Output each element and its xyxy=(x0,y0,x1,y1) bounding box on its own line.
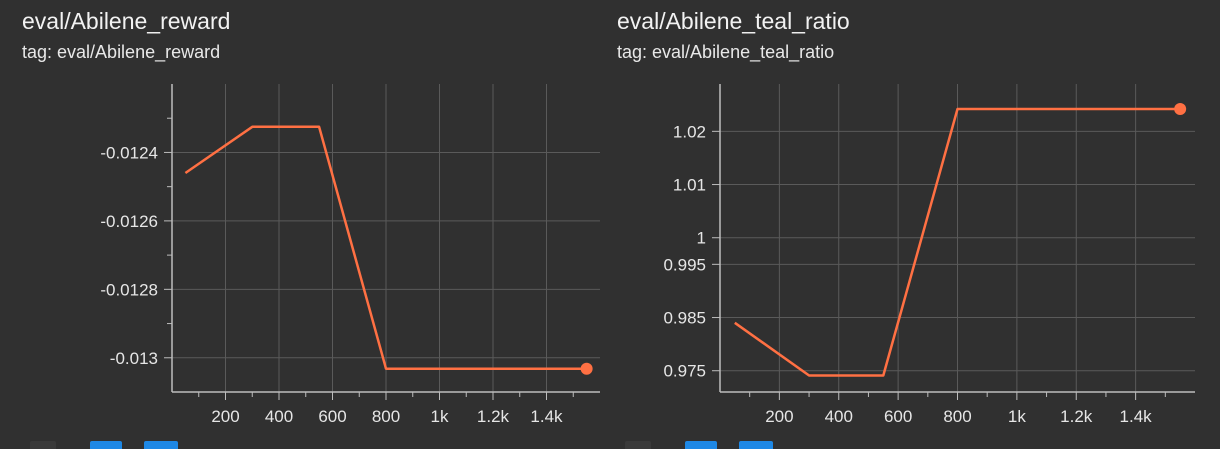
y-tick-label: 1.02 xyxy=(673,122,706,141)
x-tick-label: 400 xyxy=(825,407,853,426)
y-tick-label: -0.0126 xyxy=(100,212,158,231)
series-last-point[interactable] xyxy=(1174,103,1187,116)
line-chart-teal-ratio[interactable]: 200 400 600 800 1k 1.2k 1.4k 1.02 1.01 1 0.995 0.98… xyxy=(605,0,1220,449)
y-tick-label: 1 xyxy=(697,229,706,248)
fullscreen-button[interactable] xyxy=(30,441,56,449)
card-title: eval/Abilene_teal_ratio xyxy=(617,8,850,34)
y-tick-label: 1.01 xyxy=(673,176,706,195)
card-tag: tag: eval/Abilene_teal_ratio xyxy=(617,42,835,62)
x-tick-label: 400 xyxy=(265,407,293,426)
y-tick-label: 0.985 xyxy=(663,309,706,328)
x-tick-label: 1.2k xyxy=(477,407,510,426)
x-tick-label: 1.4k xyxy=(1120,407,1153,426)
y-tick-label: 0.995 xyxy=(663,255,706,274)
chart-toolbar xyxy=(30,441,190,449)
x-tick-label: 800 xyxy=(943,407,971,426)
series-last-point[interactable] xyxy=(580,362,593,375)
x-tick-label: 800 xyxy=(372,407,400,426)
x-tick-label: 1k xyxy=(1008,407,1026,426)
y-tick-label: -0.0124 xyxy=(100,143,158,162)
fullscreen-button[interactable] xyxy=(625,441,651,449)
x-tick-label: 1.4k xyxy=(530,407,563,426)
card-tag: tag: eval/Abilene_reward xyxy=(22,42,221,62)
chart-toolbar xyxy=(625,441,785,449)
x-tick-label: 1k xyxy=(431,407,449,426)
y-tick-label: -0.0128 xyxy=(100,280,158,299)
series-line[interactable] xyxy=(184,125,587,370)
line-chart-reward[interactable]: 200 400 600 800 1k 1.2k 1.4k -0.0124 -0.0126 -0.0… xyxy=(0,0,605,449)
log-scale-button[interactable] xyxy=(685,441,717,449)
x-tick-label: 1.2k xyxy=(1060,407,1093,426)
x-tick-label: 600 xyxy=(884,407,912,426)
y-tick-label: 0.975 xyxy=(663,362,706,381)
fit-domain-button[interactable] xyxy=(739,441,773,449)
x-tick-label: 600 xyxy=(318,407,346,426)
series-line[interactable] xyxy=(734,107,1181,377)
chart-card-teal-ratio: eval/Abilene_teal_ratio tag: eval/Abilen… xyxy=(605,0,1220,449)
chart-card-reward: eval/Abilene_reward tag: eval/Abilene_re… xyxy=(0,0,605,449)
card-title: eval/Abilene_reward xyxy=(22,8,231,34)
fit-domain-button[interactable] xyxy=(144,441,178,449)
x-tick-label: 200 xyxy=(211,407,239,426)
y-tick-label: -0.013 xyxy=(110,349,158,368)
log-scale-button[interactable] xyxy=(90,441,122,449)
x-tick-label: 200 xyxy=(765,407,793,426)
